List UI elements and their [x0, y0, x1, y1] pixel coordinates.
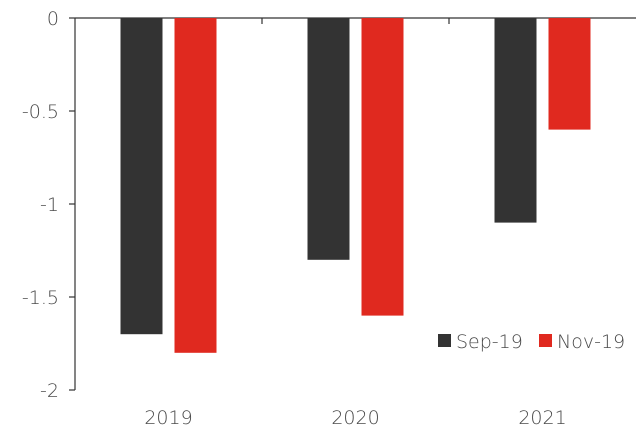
bar-nov-19-2021 [548, 18, 591, 130]
bar-nov-19-2019 [174, 18, 217, 353]
y-tick-label: 0 [47, 8, 59, 30]
bars [120, 18, 591, 353]
y-tick-label: -1 [40, 194, 59, 216]
legend-label-sep-19: Sep-19 [456, 331, 523, 353]
y-axis: 0 -0.5 -1 -1.5 -2 [22, 8, 76, 402]
legend: Sep-19 Nov-19 [438, 331, 625, 353]
x-tick-label: 2021 [518, 407, 566, 429]
legend-label-nov-19: Nov-19 [557, 331, 625, 353]
legend-swatch-nov-19 [539, 334, 552, 347]
y-tick-label: -0.5 [22, 101, 59, 123]
y-tick-label: -1.5 [22, 287, 59, 309]
bar-sep-19-2021 [494, 18, 537, 223]
x-axis: 2019 2020 2021 [75, 17, 636, 429]
bar-nov-19-2020 [361, 18, 404, 316]
x-tick-label: 2020 [331, 407, 379, 429]
legend-swatch-sep-19 [438, 334, 451, 347]
x-tick-label: 2019 [144, 407, 192, 429]
bar-sep-19-2020 [307, 18, 350, 260]
bar-sep-19-2019 [120, 18, 163, 335]
y-tick-label: -2 [40, 380, 59, 402]
